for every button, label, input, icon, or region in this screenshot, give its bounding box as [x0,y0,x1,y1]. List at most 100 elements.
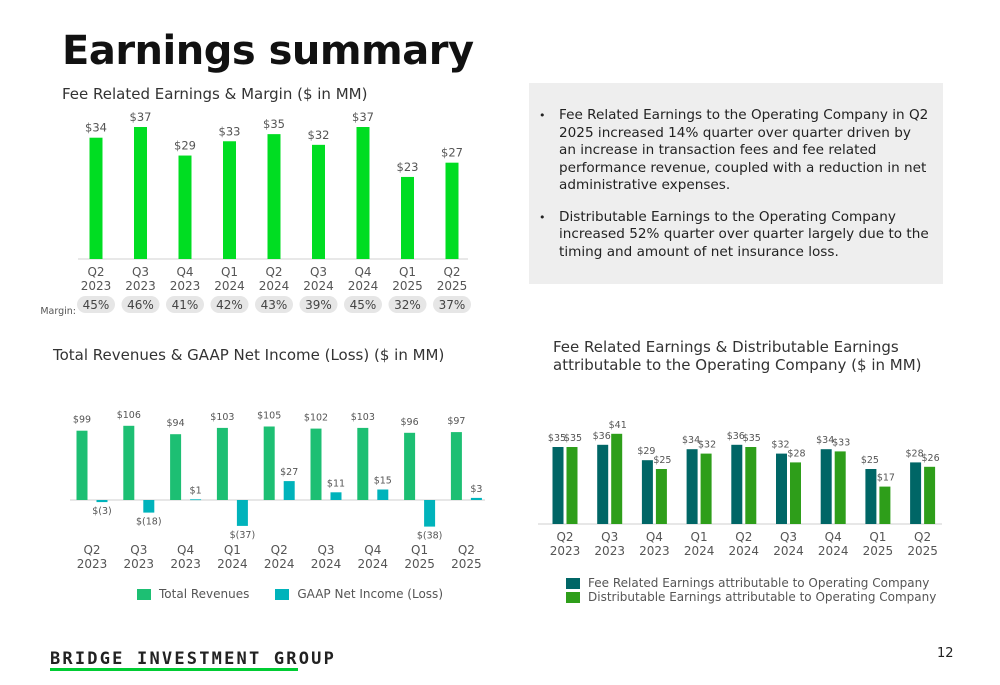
fre-attrib-data-label: $29 [637,446,655,457]
margin-pill [299,296,338,313]
fre-tick-year: 2023 [81,279,112,293]
fre-attrib-bar [865,469,877,524]
de-tick-year: 2024 [818,544,849,558]
margin-pill [433,296,471,313]
fre-attrib-data-label: $36 [727,431,745,442]
revenue-tick-quarter: Q3 [130,543,147,557]
fre-tick-quarter: Q1 [399,265,416,279]
de-tick-year: 2023 [550,544,581,558]
fre-attrib-data-label: $32 [771,440,789,451]
margin-value: 39% [305,298,332,312]
margin-pill [344,296,382,313]
revenue-tick-quarter: Q4 [177,543,194,557]
fre-tick-quarter: Q3 [132,265,149,279]
margin-value: 45% [350,298,377,312]
fre-bar [267,134,281,259]
legend-label-de: Distributable Earnings attributable to O… [588,590,937,604]
revenue-data-label: $94 [167,418,185,429]
revenue-tick-year: 2024 [358,557,389,571]
fre-tick-quarter: Q2 [443,265,460,279]
revenue-tick-year: 2024 [311,557,342,571]
de-tick-quarter: Q3 [601,530,618,544]
revenue-tick-year: 2024 [217,557,248,571]
de-attrib-data-label: $35 [743,433,761,444]
revenue-data-label: $103 [210,412,234,423]
fre-tick-year: 2024 [303,279,334,293]
legend-label-revenue: Total Revenues [159,587,250,601]
revenue-tick-quarter: Q1 [224,543,241,557]
fre-data-label: $37 [130,110,152,124]
margin-value: 45% [83,298,110,312]
revenue-tick-year: 2023 [170,557,201,571]
fre-tick-year: 2025 [437,279,468,293]
net-income-data-label: $(18) [136,517,162,528]
de-chart: $35$35Q22023$36$41Q32023$29$25Q42023$34$… [538,420,942,558]
revenue-data-label: $102 [304,413,328,424]
de-chart-title-line: attributable to the Operating Company ($… [553,356,922,374]
de-chart-title-line: Fee Related Earnings & Distributable Ear… [553,338,899,356]
fre-data-label: $27 [441,146,463,160]
revenue-data-label: $106 [117,410,141,421]
commentary-bullet: • Fee Related Earnings to the Operating … [539,107,931,195]
revenue-tick-quarter: Q2 [271,543,288,557]
fre-attrib-data-label: $34 [816,435,834,446]
net-income-bar [424,500,436,527]
margin-value: 46% [127,298,154,312]
de-attrib-bar [834,451,846,524]
revenue-tick-quarter: Q3 [317,543,334,557]
fre-tick-quarter: Q4 [354,265,371,279]
de-tick-quarter: Q4 [646,530,663,544]
fre-tick-quarter: Q3 [310,265,327,279]
fre-bar [223,141,236,259]
net-income-data-label: $(38) [417,531,443,542]
revenue-bar [216,427,228,500]
fre-bar [89,137,103,259]
de-attrib-bar [700,453,712,524]
fre-attrib-bar [686,449,698,524]
de-tick-quarter: Q4 [825,530,842,544]
legend-item-fre: Fee Related Earnings attributable to Ope… [566,576,929,590]
revenue-chart: $99$(3)Q22023$106$(18)Q32023$94$1Q42023$… [70,410,485,571]
fre-attrib-data-label: $34 [682,435,700,446]
fre-tick-year: 2024 [214,279,245,293]
fre-attrib-bar [597,444,609,524]
bullet-icon: • [539,210,546,224]
net-income-bar [470,497,482,500]
de-tick-quarter: Q1 [691,530,708,544]
net-income-data-label: $11 [327,478,345,489]
de-attrib-bar [655,469,667,524]
revenue-tick-year: 2024 [264,557,295,571]
margin-value: 41% [172,298,199,312]
revenue-tick-year: 2025 [451,557,482,571]
legend-swatch-revenue [137,588,151,600]
revenue-tick-year: 2023 [77,557,108,571]
legend-swatch-de [566,591,580,603]
de-attrib-data-label: $26 [922,453,940,464]
fre-tick-quarter: Q4 [176,265,193,279]
revenue-bar [450,432,462,500]
fre-tick-year: 2024 [348,279,379,293]
margin-pill [210,296,249,313]
net-income-bar [96,500,108,503]
margin-pill [388,296,427,313]
page-title: Earnings summary [62,28,474,74]
de-attrib-bar [879,486,891,524]
fre-tick-quarter: Q2 [265,265,282,279]
de-tick-year: 2025 [863,544,894,558]
revenue-data-label: $96 [401,417,419,428]
net-income-bar [143,500,155,513]
fre-tick-quarter: Q2 [87,265,104,279]
net-income-bar [330,492,342,500]
de-tick-year: 2023 [594,544,625,558]
revenue-tick-quarter: Q2 [458,543,475,557]
fre-chart: $34Q2202345%$37Q3202346%$29Q4202341%$33Q… [40,110,471,317]
revenue-bar [263,426,275,500]
fre-attrib-data-label: $36 [593,431,611,442]
fre-data-label: $23 [397,160,419,174]
fre-bar [178,155,192,259]
de-attrib-bar [924,466,936,524]
fre-chart-title: Fee Related Earnings & Margin ($ in MM) [62,85,368,103]
de-attrib-bar [566,447,578,524]
revenue-data-label: $99 [73,415,91,426]
de-tick-year: 2023 [639,544,670,558]
